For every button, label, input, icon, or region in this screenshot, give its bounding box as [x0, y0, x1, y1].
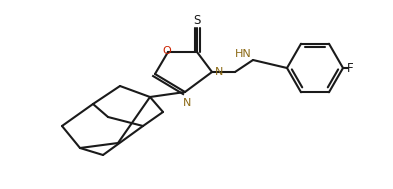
Text: F: F: [347, 61, 354, 74]
Text: O: O: [163, 46, 171, 56]
Text: N: N: [215, 67, 223, 77]
Text: S: S: [193, 14, 201, 27]
Text: HN: HN: [235, 49, 252, 59]
Text: N: N: [183, 98, 191, 108]
